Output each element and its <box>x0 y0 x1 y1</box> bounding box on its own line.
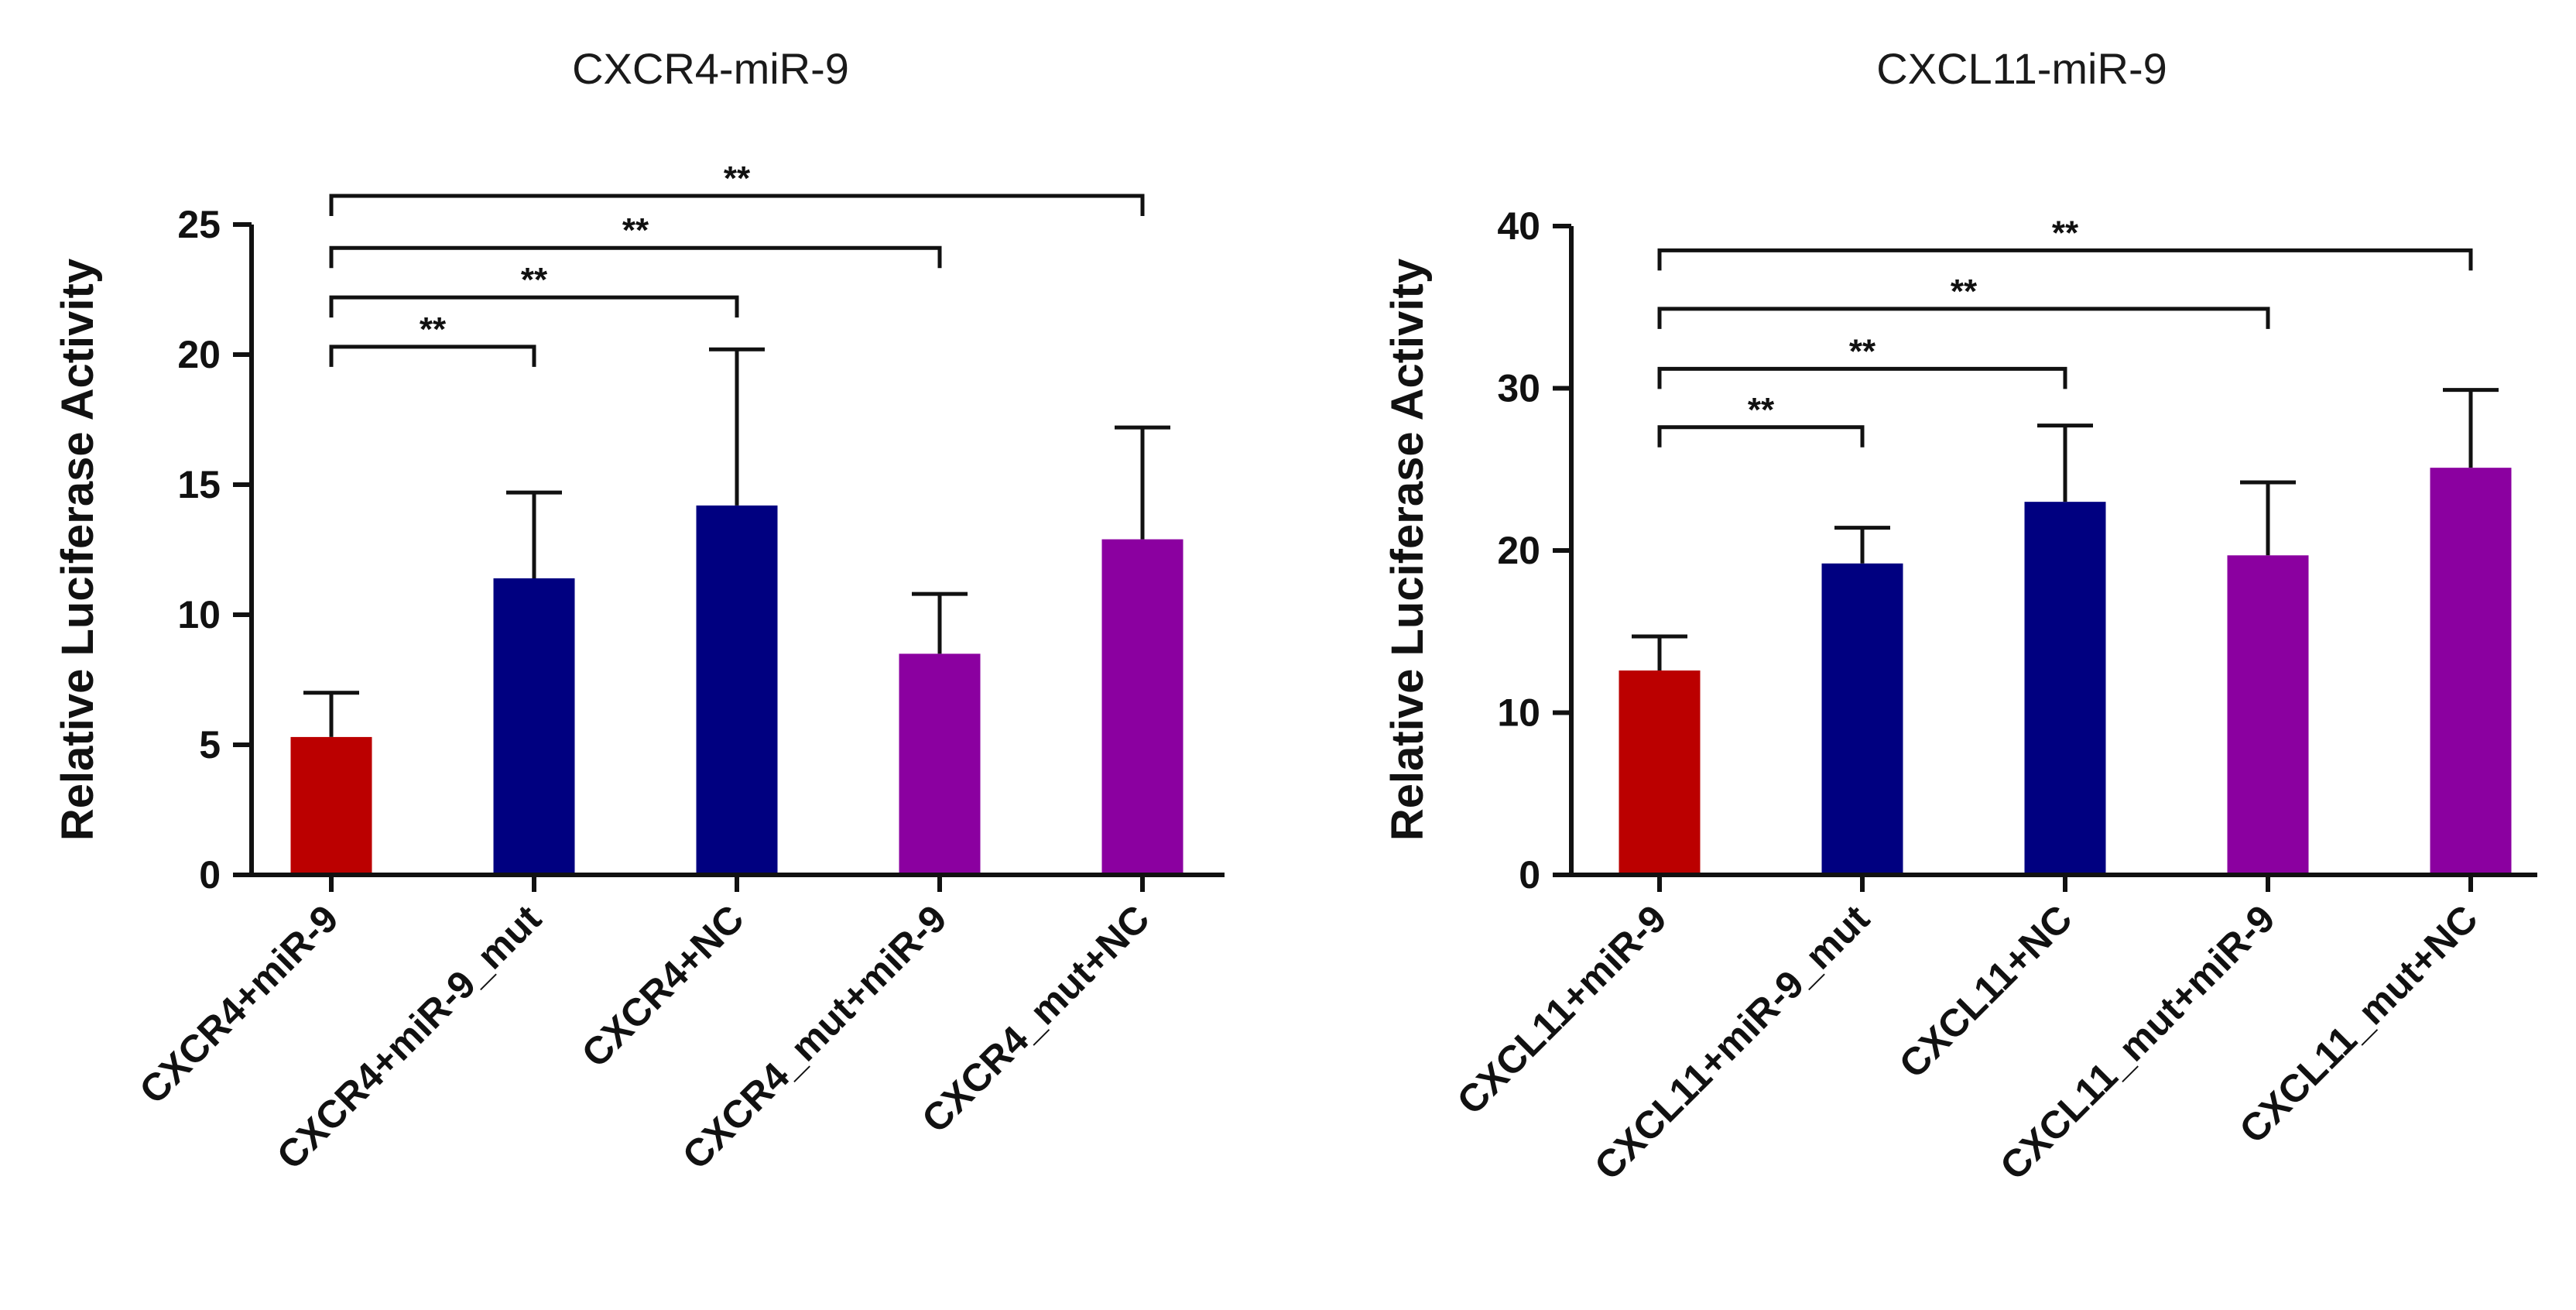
significance-label-1: ** <box>1849 332 1876 370</box>
error-bar-0 <box>1632 634 1687 671</box>
y-tick-label-5: 25 <box>177 203 221 246</box>
significance-bracket-3 <box>329 194 1145 217</box>
chart-title: CXCR4-miR-9 <box>572 44 849 93</box>
significance-bracket-1 <box>329 295 739 318</box>
bar-0 <box>290 736 372 875</box>
bar-2 <box>696 505 778 875</box>
significance-label-0: ** <box>420 310 447 348</box>
y-axis-label: Relative Luciferase Activity <box>53 259 103 841</box>
bar-3 <box>2227 555 2309 875</box>
error-bar-1 <box>1834 526 1890 564</box>
bar-4 <box>2430 468 2512 875</box>
y-tick-label-0: 0 <box>1519 853 1540 897</box>
x-category-label-0: CXCL11+miR-9 <box>1449 897 1675 1123</box>
bar-4 <box>1101 539 1184 875</box>
significance-label-0: ** <box>1748 391 1775 429</box>
x-category-label-2: CXCR4+NC <box>574 897 752 1075</box>
chart-cxcr4-mir-9: CXCR4-miR-9 Relative Luciferase Activity 0… <box>53 44 1225 1178</box>
chart-cxcl11-mir-9: CXCL11-miR-9 Relative Luciferase Activity… <box>1382 44 2537 1188</box>
y-tick-label-1: 10 <box>1497 691 1540 735</box>
x-category-label-4: CXCR4_mut+NC <box>913 897 1158 1141</box>
significance-label-3: ** <box>724 159 751 197</box>
y-tick-label-4: 20 <box>177 333 221 376</box>
error-bar-1 <box>506 490 562 578</box>
y-tick-label-2: 20 <box>1497 529 1540 572</box>
y-tick-label-3: 30 <box>1497 367 1540 410</box>
significance-label-1: ** <box>521 261 548 299</box>
error-bar-3 <box>2240 480 2296 556</box>
error-bar-0 <box>303 691 359 737</box>
y-axis-label: Relative Luciferase Activity <box>1382 259 1433 841</box>
error-bar-4 <box>2443 388 2499 468</box>
significance-bracket-0 <box>1657 425 1865 448</box>
bar-2 <box>2024 502 2106 875</box>
bar-1 <box>1821 563 1903 875</box>
bar-1 <box>493 578 575 875</box>
error-bar-4 <box>1115 425 1170 540</box>
significance-bracket-0 <box>329 345 536 367</box>
significance-label-2: ** <box>622 211 649 249</box>
y-tick-label-1: 5 <box>199 723 221 766</box>
significance-bracket-3 <box>1657 248 2473 271</box>
x-category-label-0: CXCR4+miR-9 <box>131 897 346 1112</box>
error-bar-2 <box>709 347 765 506</box>
y-tick-label-4: 40 <box>1497 204 1540 248</box>
y-tick-label-2: 10 <box>177 593 221 636</box>
significance-bracket-1 <box>1657 366 2067 389</box>
significance-label-2: ** <box>1951 273 1978 310</box>
significance-bracket-2 <box>1657 307 2270 329</box>
bar-3 <box>899 653 981 875</box>
error-bar-3 <box>912 592 968 654</box>
y-tick-label-0: 0 <box>199 853 221 897</box>
chart-title: CXCL11-miR-9 <box>1876 44 2167 93</box>
significance-bracket-2 <box>329 245 942 269</box>
x-category-label-2: CXCL11+NC <box>1891 897 2081 1086</box>
error-bar-2 <box>2037 424 2093 502</box>
y-tick-label-3: 15 <box>177 463 221 506</box>
significance-label-3: ** <box>2052 214 2079 252</box>
bar-0 <box>1619 670 1701 875</box>
